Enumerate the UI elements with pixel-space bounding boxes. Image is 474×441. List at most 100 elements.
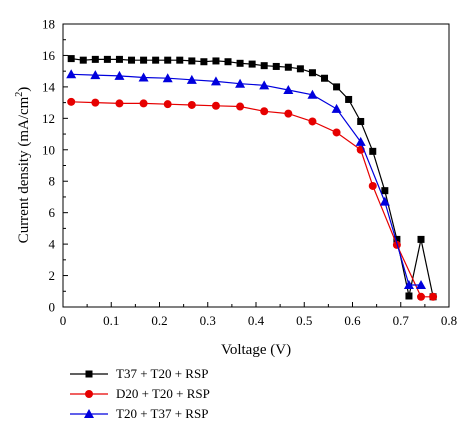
series-2-point — [368, 181, 377, 190]
y-tick-label: 16 — [42, 48, 56, 63]
series-3-point — [210, 76, 221, 86]
legend-item-2: D20 + T20 + RSP — [68, 384, 210, 404]
series-1-point — [308, 69, 316, 77]
series-1-point — [67, 55, 75, 63]
series-1-point — [212, 57, 220, 65]
series-2-point — [67, 97, 76, 106]
series-3 — [66, 69, 427, 289]
y-tick-label: 0 — [49, 300, 56, 315]
x-tick-label: 0.7 — [393, 313, 410, 328]
x-axis-title: Voltage (V) — [221, 342, 291, 358]
legend-item-1: T37 + T20 + RSP — [68, 364, 210, 384]
series-2-point — [308, 117, 317, 126]
series-3-point — [283, 85, 294, 95]
legend: T37 + T20 + RSP D20 + T20 + RSP T20 + T3… — [68, 364, 210, 424]
series-1-point — [140, 56, 148, 64]
series-1-point — [236, 59, 244, 67]
series-1-point — [248, 60, 256, 68]
y-axis-title-sup: 2 — [14, 92, 25, 97]
series-2-point — [187, 100, 196, 109]
series-3-point — [416, 279, 427, 289]
series-1-point — [224, 58, 232, 66]
series-3-line — [71, 73, 421, 286]
legend-label-2: D20 + T20 + RSP — [116, 386, 210, 401]
series-1 — [67, 55, 437, 301]
x-tick-label: 0.4 — [248, 313, 265, 328]
series-2-line — [71, 101, 434, 298]
x-tick-label: 0 — [60, 313, 67, 328]
legend-swatch-1 — [70, 370, 108, 378]
y-axis-title-tail: ) — [16, 87, 32, 92]
series-3-point — [379, 196, 390, 206]
series-1-point — [188, 57, 196, 65]
series-1-point — [152, 56, 160, 64]
series-2 — [67, 97, 438, 301]
series-3-point — [307, 89, 318, 99]
legend-swatch-marker — [85, 370, 93, 378]
series-1-line — [71, 58, 434, 297]
y-tick-label: 14 — [42, 79, 56, 94]
y-tick-label: 12 — [42, 111, 55, 126]
x-tick-label: 0.2 — [151, 313, 167, 328]
series-1-point — [417, 235, 425, 243]
series-1-point — [272, 62, 280, 70]
legend-label-3: T20 + T37 + RSP — [116, 406, 209, 421]
series-1-point — [164, 56, 172, 64]
series-1-point — [369, 147, 377, 155]
series-3-point — [138, 72, 149, 82]
series-3-point — [66, 69, 77, 79]
x-tick-label: 0.1 — [103, 313, 119, 328]
series-3-point — [331, 103, 342, 113]
series-1-point — [176, 56, 184, 64]
y-axis-title: Current density (mA/cm2) — [14, 87, 32, 244]
y-tick-label: 6 — [49, 205, 56, 220]
series-2-point — [163, 100, 172, 109]
series-1-point — [115, 55, 123, 63]
plot-frame — [62, 23, 450, 308]
series-2-point — [115, 99, 124, 108]
legend-item-3: T20 + T37 + RSP — [68, 404, 210, 424]
x-tick-label: 0.6 — [344, 313, 361, 328]
series-3-point — [403, 279, 414, 289]
legend-label-1: T37 + T20 + RSP — [116, 366, 209, 381]
series-2-point — [260, 107, 269, 116]
y-tick-label: 2 — [49, 268, 56, 283]
series-1-point — [200, 58, 208, 66]
series-2-point — [236, 102, 245, 111]
series-2-point — [91, 98, 100, 107]
y-tick-label: 10 — [42, 142, 55, 157]
series-3-point — [186, 74, 197, 84]
y-tick-label: 8 — [49, 174, 56, 189]
series-1-point — [79, 56, 87, 64]
series-1-point — [393, 235, 401, 243]
series-1-point — [103, 55, 111, 63]
series-1-point — [284, 63, 292, 71]
x-tick-label: 0.5 — [296, 313, 312, 328]
series-1-point — [128, 56, 136, 64]
series-2-point — [417, 292, 426, 301]
series-2-point — [139, 99, 148, 108]
x-tick-label: 0.3 — [200, 313, 216, 328]
x-tick-label: 0.8 — [441, 313, 457, 328]
series-3-point — [162, 73, 173, 83]
series-1-point — [91, 55, 99, 63]
y-tick-label: 18 — [42, 17, 55, 32]
series-2-point — [332, 128, 341, 137]
series-3-point — [235, 78, 246, 88]
series-3-point — [90, 70, 101, 80]
series-1-point — [260, 62, 268, 70]
series-1-point — [296, 65, 304, 73]
legend-swatch-marker — [84, 409, 94, 418]
series-layer — [66, 55, 438, 301]
x-axis-ticks: 0 0.1 0.2 0.3 0.4 0.5 0.6 0.7 0.8 — [60, 302, 457, 328]
legend-swatch-2 — [70, 390, 108, 398]
y-tick-label: 4 — [49, 237, 56, 252]
series-2-point — [284, 109, 293, 118]
series-1-point — [381, 187, 389, 195]
legend-swatch-marker — [85, 390, 93, 398]
legend-swatch-3 — [70, 409, 108, 418]
series-1-point — [333, 83, 341, 91]
series-3-point — [355, 136, 366, 146]
series-1-point — [405, 292, 413, 300]
